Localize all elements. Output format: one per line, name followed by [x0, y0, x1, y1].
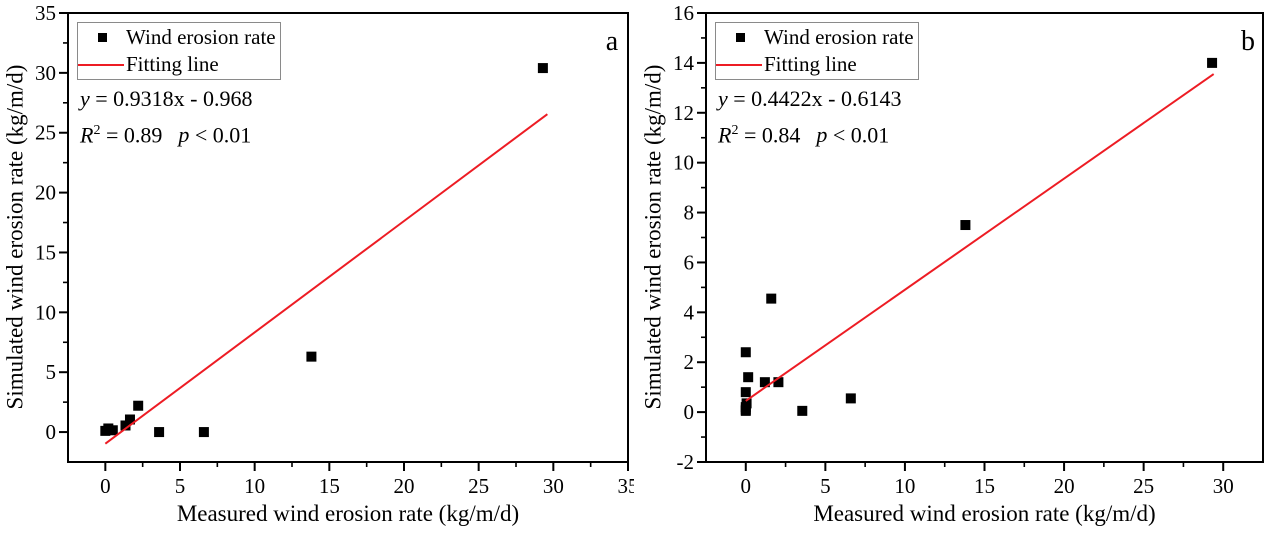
data-point	[124, 414, 135, 425]
legend-label: Wind erosion rate	[764, 25, 914, 49]
panel-b: 0 5 10 15 20 25 30 -2 0 2 4 6 8 10 12 14 16 Wind erosion…	[634, 0, 1268, 537]
svg-text:-2: -2	[677, 450, 695, 474]
legend-item-points: Wind erosion rate	[78, 24, 280, 51]
panel-a-x-axis-title: Measured wind erosion rate (kg/m/d)	[176, 501, 520, 526]
legend-label: Fitting line	[764, 52, 857, 76]
svg-text:4: 4	[684, 300, 695, 324]
data-point	[198, 427, 209, 438]
svg-text:12: 12	[673, 101, 694, 125]
black-square-marker-icon	[78, 33, 126, 42]
regression-equation: y = 0.9318x - 0.968	[80, 86, 253, 111]
red-line-marker-icon	[78, 63, 126, 66]
svg-text:16: 16	[673, 1, 694, 25]
svg-text:25: 25	[468, 474, 489, 498]
svg-text:14: 14	[673, 51, 695, 75]
svg-text:5: 5	[175, 474, 186, 498]
svg-text:35: 35	[35, 1, 56, 25]
data-point	[740, 387, 751, 398]
data-point	[766, 293, 777, 304]
data-point	[537, 63, 548, 74]
legend-label: Wind erosion rate	[126, 25, 276, 49]
data-point	[741, 398, 752, 409]
regression-stats: R2 = 0.84 p < 0.01	[718, 122, 890, 148]
svg-text:10: 10	[35, 300, 56, 324]
data-point	[306, 351, 317, 362]
regression-stats: R2 = 0.89 p < 0.01	[80, 122, 252, 148]
panel-b-plot-area: 0 5 10 15 20 25 30 -2 0 2 4 6 8 10 12 14 16	[673, 1, 1264, 498]
panel-b-label: b	[1241, 26, 1255, 57]
panel-b-equations: y = 0.4422x - 0.6143 R2 = 0.84 p < 0.01	[718, 83, 902, 151]
svg-text:0: 0	[684, 400, 695, 424]
data-point	[120, 420, 131, 431]
data-point	[740, 347, 751, 358]
svg-text:20: 20	[394, 474, 415, 498]
black-square-marker-icon	[716, 33, 764, 42]
data-point	[154, 427, 165, 438]
svg-text:20: 20	[1054, 474, 1075, 498]
svg-text:10: 10	[244, 474, 265, 498]
panel-b-legend: Wind erosion rate Fitting line	[715, 22, 919, 80]
regression-equation: y = 0.4422x - 0.6143	[718, 86, 902, 111]
data-point	[845, 393, 856, 404]
legend-label: Fitting line	[126, 52, 219, 76]
panel-a-equations: y = 0.9318x - 0.968 R2 = 0.89 p < 0.01	[80, 83, 253, 151]
red-line-marker-icon	[716, 63, 764, 66]
svg-text:6: 6	[684, 250, 695, 274]
svg-text:30: 30	[1213, 474, 1234, 498]
legend-item-fit-line: Fitting line	[716, 51, 918, 78]
svg-text:5: 5	[46, 360, 57, 384]
data-point	[1207, 57, 1218, 68]
svg-text:15: 15	[974, 474, 995, 498]
panel-a-plot-area: 0 5 10 15 20 25 30 35 0 5 10 15 20 25 30 35	[35, 1, 635, 498]
data-point	[743, 372, 754, 383]
svg-text:15: 15	[35, 240, 56, 264]
svg-text:0: 0	[100, 474, 111, 498]
data-point	[960, 220, 971, 231]
panel-a: 0 5 10 15 20 25 30 35 0 5 10 15 20 25 30 35 Wind erosio…	[2, 1, 635, 526]
svg-text:25: 25	[35, 121, 56, 145]
svg-text:10: 10	[894, 474, 915, 498]
svg-text:8: 8	[684, 201, 695, 225]
data-point	[740, 404, 751, 415]
fitting-line	[745, 73, 1215, 402]
fitting-line	[104, 113, 548, 445]
svg-text:2: 2	[684, 350, 695, 374]
svg-text:10: 10	[673, 151, 694, 175]
data-point	[133, 400, 144, 411]
svg-text:25: 25	[1133, 474, 1154, 498]
svg-text:30: 30	[543, 474, 564, 498]
data-point	[759, 377, 770, 388]
panel-a-label: a	[605, 26, 619, 57]
svg-text:35: 35	[618, 474, 635, 498]
panel-b-x-axis-title: Measured wind erosion rate (kg/m/d)	[813, 501, 1156, 526]
svg-text:30: 30	[35, 61, 56, 85]
data-point	[107, 425, 118, 436]
svg-text:15: 15	[319, 474, 340, 498]
data-point	[797, 405, 808, 416]
panel-a-legend: Wind erosion rate Fitting line	[77, 22, 281, 80]
legend-item-fit-line: Fitting line	[78, 51, 280, 78]
svg-text:5: 5	[820, 474, 831, 498]
svg-text:0: 0	[741, 474, 752, 498]
panel-b-y-axis-title: Simulated wind erosion rate (kg/m/d)	[640, 64, 666, 410]
data-point	[773, 377, 784, 388]
svg-text:0: 0	[46, 420, 57, 444]
panel-a-y-axis-title: Simulated wind erosion rate (kg/m/d)	[2, 64, 28, 410]
legend-item-points: Wind erosion rate	[716, 24, 918, 51]
svg-text:20: 20	[35, 181, 56, 205]
